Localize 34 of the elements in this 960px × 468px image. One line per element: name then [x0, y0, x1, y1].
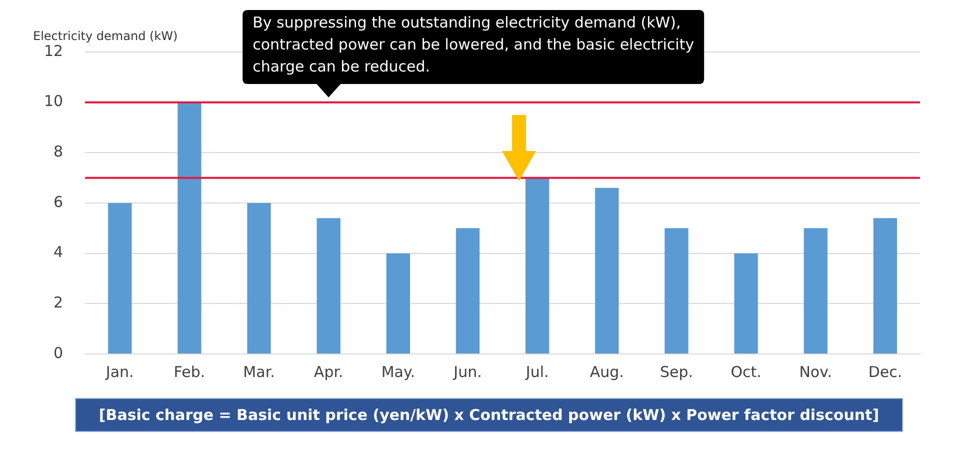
x-tick-label: Feb. — [174, 362, 206, 381]
bar — [108, 203, 132, 354]
annotation: By suppressing the outstanding electricity demand (kW), contracted power can be lowered, and the basic electricity charge can be reduced. — [252, 13, 694, 76]
x-tick-label: Dec. — [868, 362, 902, 381]
bar — [873, 218, 898, 354]
bar — [386, 253, 410, 354]
x-tick-label: May. — [381, 362, 415, 381]
y-axis-title: Electricity demand (kW) — [33, 29, 178, 43]
x-tick-label: Oct. — [730, 362, 762, 381]
bar — [664, 228, 688, 354]
bar — [734, 253, 758, 354]
x-tick-label: Sep. — [660, 362, 694, 381]
y-tick-label: 2 — [54, 294, 64, 312]
bar — [456, 228, 480, 354]
x-tick-label: Mar. — [243, 362, 275, 381]
y-tick-label: 4 — [54, 243, 64, 262]
bar — [316, 218, 340, 354]
x-tick-label: Jul. — [524, 362, 549, 381]
y-tick-label: 6 — [54, 192, 64, 211]
bar — [178, 102, 202, 354]
y-tick-label: 12 — [44, 42, 64, 60]
text: [Basic charge = Basic unit price (yen/kW) x Contracted power (kW) x Power factor discount] — [75, 398, 903, 432]
bar — [526, 178, 550, 354]
y-tick-label: 10 — [44, 92, 64, 110]
y-tick-label: 0 — [54, 344, 64, 362]
y-tick-label: 8 — [54, 142, 64, 161]
x-tick-label: Apr. — [314, 362, 344, 381]
x-tick-label: Jan. — [104, 362, 134, 381]
bar — [595, 188, 619, 354]
x-tick-label: Aug. — [590, 362, 624, 381]
bar — [804, 228, 828, 354]
x-tick-label: Nov. — [799, 362, 832, 381]
x-tick-label: Jun. — [452, 362, 482, 381]
bar — [247, 203, 271, 354]
